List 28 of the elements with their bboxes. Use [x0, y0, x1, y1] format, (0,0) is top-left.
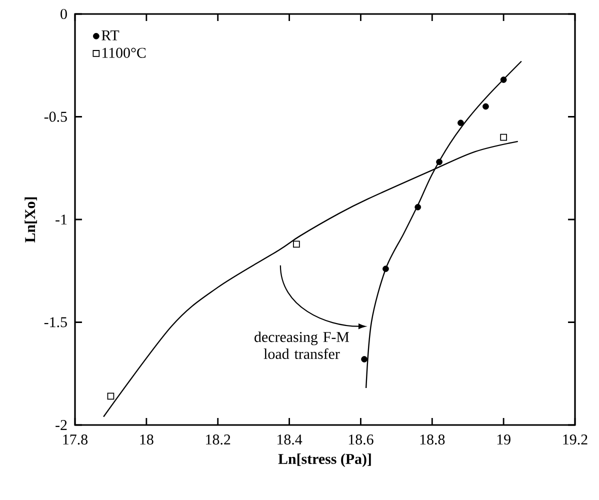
legend-label: RT	[102, 30, 120, 40]
y-tick-label: -1.5	[44, 317, 67, 328]
x-tick-label: 19	[497, 434, 510, 445]
point	[292, 240, 300, 248]
x-tick-label: 18.4	[278, 434, 302, 445]
point	[361, 356, 368, 362]
x-tick-label: 17.8	[63, 434, 88, 445]
point	[500, 76, 507, 83]
annotation: decreasing F-M load transfer	[254, 332, 350, 359]
x-axis-title: Ln[stress (Pa)]	[278, 453, 371, 468]
point	[107, 392, 114, 400]
y-tick-label: -2	[56, 420, 67, 430]
x-tick-label: 19.2	[563, 434, 588, 445]
y-tick-label: -0.5	[44, 112, 67, 122]
legend-label: 1100°C	[102, 48, 146, 58]
point	[382, 266, 389, 272]
y-axis-title: Ln[Xo]	[24, 197, 37, 242]
point	[500, 134, 508, 141]
point	[482, 103, 489, 110]
y-tick-label: -1	[56, 214, 67, 224]
x-tick-label: 18	[140, 434, 154, 445]
point	[436, 158, 442, 166]
point	[414, 204, 422, 210]
x-tick-label: 18.2	[206, 434, 230, 445]
y-tick-label: 0	[60, 8, 67, 20]
x-tick-label: 18.8	[420, 434, 445, 445]
x-tick-label: 18.6	[348, 434, 374, 445]
point	[458, 120, 464, 126]
